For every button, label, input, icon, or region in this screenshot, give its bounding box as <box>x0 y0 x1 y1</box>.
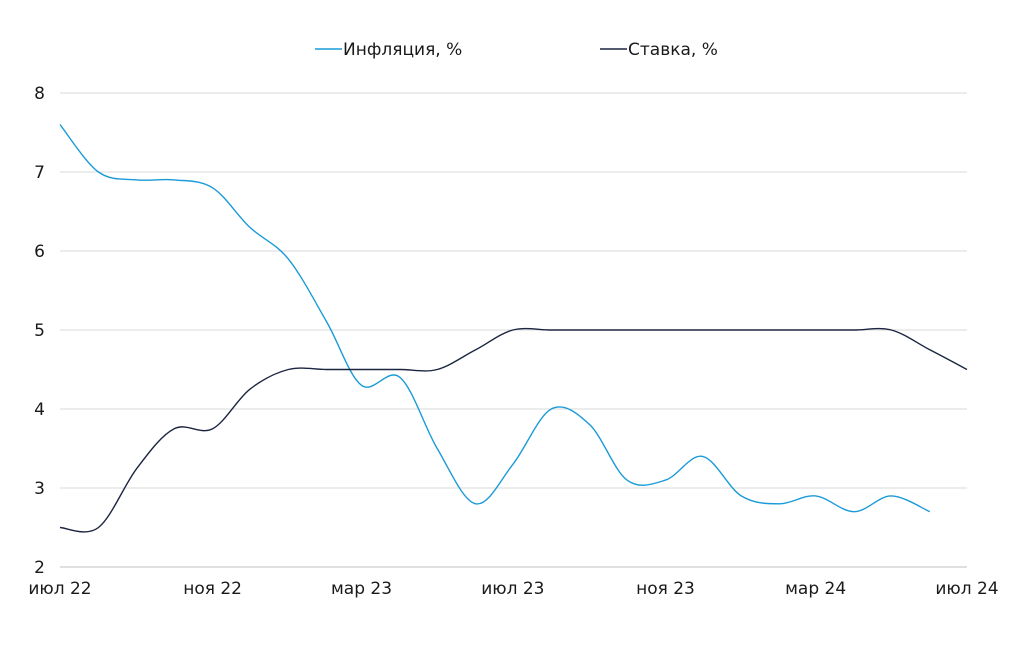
x-tick-label: ноя 22 <box>183 579 242 599</box>
y-tick-label: 5 <box>34 321 45 341</box>
x-tick-label: июл 22 <box>28 579 91 599</box>
gridlines <box>60 92 967 568</box>
x-tick-label: мар 24 <box>785 579 846 599</box>
x-tick-label: ноя 23 <box>636 579 695 599</box>
y-tick-label: 3 <box>34 479 45 499</box>
inflation-line <box>59 124 931 513</box>
rate-line <box>59 327 968 533</box>
x-tick-label: июл 24 <box>935 579 998 599</box>
y-tick-label: 4 <box>34 400 45 420</box>
legend-label: Ставка, % <box>628 40 718 60</box>
x-axis-ticks: июл 22 ноя 22 мар 23 июл 23 ноя 23 мар 24 июл … <box>28 579 998 599</box>
y-axis-ticks: 2 3 4 5 6 7 8 <box>34 84 45 578</box>
y-tick-label: 6 <box>34 242 45 262</box>
series-lines <box>59 124 968 533</box>
legend-label: Инфляция, % <box>343 40 462 60</box>
x-tick-label: мар 23 <box>331 579 392 599</box>
y-tick-label: 2 <box>34 558 45 578</box>
y-tick-label: 8 <box>34 84 45 104</box>
legend: Инфляция, % Ставка, % <box>315 40 718 60</box>
x-tick-label: июл 23 <box>481 579 544 599</box>
y-tick-label: 7 <box>34 163 45 183</box>
